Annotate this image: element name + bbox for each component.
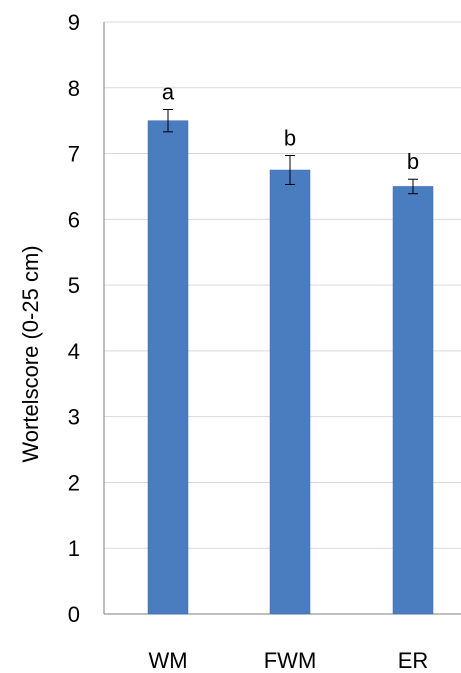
bar-wm xyxy=(147,120,189,615)
significance-label-fwm: b xyxy=(284,126,296,151)
x-tick-label-er: ER xyxy=(398,648,429,673)
error-bar-fwm xyxy=(285,155,295,185)
error-bars xyxy=(163,108,418,195)
y-tick-label-4: 4 xyxy=(68,339,80,364)
significance-label-wm: a xyxy=(162,79,175,104)
y-tick-label-5: 5 xyxy=(68,273,80,298)
x-tick-label-wm: WM xyxy=(148,648,187,673)
bar-fwm xyxy=(269,169,311,615)
error-bar-wm xyxy=(163,108,173,133)
y-tick-label-7: 7 xyxy=(68,142,80,167)
significance-label-er: b xyxy=(407,149,419,174)
error-bar-er xyxy=(408,178,418,195)
y-tick-label-0: 0 xyxy=(68,602,80,627)
y-tick-label-1: 1 xyxy=(68,536,80,561)
x-tick-label-fwm: FWM xyxy=(264,648,317,673)
y-tick-label-8: 8 xyxy=(68,76,80,101)
y-tick-label-9: 9 xyxy=(68,10,80,35)
bar-er xyxy=(392,186,434,615)
bars xyxy=(147,120,434,615)
y-tick-label-2: 2 xyxy=(68,470,80,495)
y-tick-label-3: 3 xyxy=(68,405,80,430)
y-tick-label-6: 6 xyxy=(68,207,80,232)
labels: 0 1 2 3 4 5 6 7 8 9 a WM b FWM b ER xyxy=(68,10,429,673)
y-axis-title: Wortelscore (0-25 cm) xyxy=(18,245,43,462)
